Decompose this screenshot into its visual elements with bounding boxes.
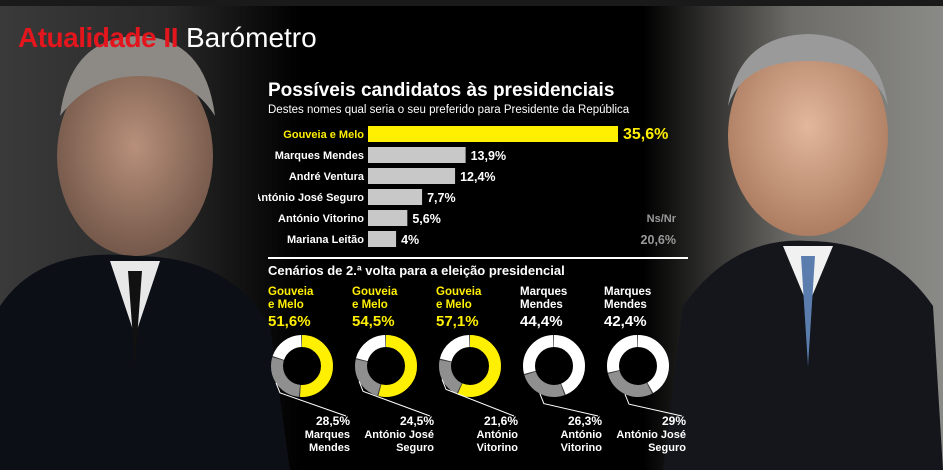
section-label: Barómetro: [185, 22, 317, 53]
donut-loser-slice: [439, 335, 501, 397]
donut-loser-slice: [607, 335, 669, 397]
donut-other-slice: [439, 335, 501, 397]
winner-name: Marques Mendes: [604, 286, 652, 311]
leader-line: [441, 379, 515, 417]
donut-hole: [367, 347, 405, 385]
bar-category-label: António José Seguro: [258, 192, 364, 204]
nsnr-value: 20,6%: [641, 233, 676, 247]
photo-left: [0, 6, 300, 470]
loser-name: António José Seguro: [364, 429, 434, 454]
bar: [368, 189, 423, 205]
scenario-card: Gouveia e Melo 54,5% 24,5% António José Segur…: [352, 286, 434, 470]
winner-percent: 57,1%: [436, 313, 479, 330]
leader-line: [539, 393, 599, 417]
donut-chart: [607, 335, 683, 417]
leader-line: [358, 381, 431, 417]
loser-percent: 24,5%: [399, 414, 434, 428]
chart-subtitle: Destes nomes qual seria o seu preferido …: [268, 104, 630, 116]
bar: [368, 126, 618, 142]
donut-other-slice: [607, 335, 669, 397]
scenario-card: Gouveia e Melo 57,1% 21,6% António Vitorino: [436, 286, 518, 470]
donut-chart: [523, 335, 599, 417]
donut-loser-slice: [523, 335, 585, 397]
scenario-card: Gouveia e Melo 51,6% 28,5% Marques Mendes: [268, 286, 350, 470]
bar-category-label: Marques Mendes: [275, 150, 364, 162]
bar: [368, 168, 456, 184]
bar: [368, 231, 397, 247]
donut-other-slice: [271, 335, 333, 397]
nsnr-label: Ns/Nr: [647, 213, 677, 225]
winner-percent: 54,5%: [352, 313, 395, 330]
loser-percent: 21,6%: [483, 414, 518, 428]
bar-value-label: 35,6%: [623, 126, 668, 143]
winner-name: Marques Mendes: [520, 286, 568, 311]
scenario-card: Marques Mendes 44,4% 26,3% António Vitorino: [520, 286, 602, 470]
donut-other-slice: [355, 335, 417, 397]
donut-loser-slice: [355, 335, 417, 397]
bar-category-label: Gouveia e Melo: [283, 129, 364, 141]
kicker-label: Atualidade II: [18, 22, 178, 53]
loser-percent: 29%: [661, 414, 686, 428]
winner-percent: 44,4%: [520, 313, 563, 330]
bar-category-label: André Ventura: [289, 171, 365, 183]
bar-value-label: 13,9%: [471, 149, 506, 163]
donut-hole: [451, 347, 489, 385]
donut-hole: [619, 347, 657, 385]
loser-name: Marques Mendes: [304, 429, 350, 454]
chart-title: Possíveis candidatos às presidenciais: [268, 80, 615, 101]
winner-name: Gouveia e Melo: [268, 286, 314, 311]
winner-name: Gouveia e Melo: [436, 286, 482, 311]
scenarios-title: Cenários de 2.ª volta para a eleição pre…: [268, 263, 565, 278]
donut-other-slice: [523, 335, 585, 397]
divider: [268, 257, 688, 259]
loser-name: António Vitorino: [560, 429, 602, 454]
bar-category-label: Mariana Leitão: [287, 234, 364, 246]
scenario-card: Marques Mendes 42,4% 29% António José Seguro: [604, 286, 686, 470]
bar-value-label: 4%: [401, 233, 419, 247]
donut-chart: [439, 335, 515, 417]
chart-panel: Possíveis candidatos às presidenciais De…: [258, 76, 688, 470]
bar-value-label: 5,6%: [412, 212, 441, 226]
loser-name: António Vitorino: [476, 429, 518, 454]
bar-value-label: 7,7%: [427, 191, 456, 205]
donut-loser-slice: [271, 335, 333, 397]
leader-line: [275, 382, 347, 417]
donut-chart: [355, 335, 431, 417]
header: Atualidade II Barómetro: [18, 22, 317, 54]
bar-category-label: António Vitorino: [278, 213, 364, 225]
top-bar: [0, 0, 943, 6]
photo-right: [643, 6, 943, 470]
winner-percent: 42,4%: [604, 313, 647, 330]
winner-percent: 51,6%: [268, 313, 311, 330]
loser-name: António José Seguro: [616, 429, 686, 454]
loser-percent: 26,3%: [567, 414, 602, 428]
donut-hole: [535, 347, 573, 385]
donut-chart: [271, 335, 347, 417]
winner-name: Gouveia e Melo: [352, 286, 398, 311]
bar-value-label: 12,4%: [460, 170, 495, 184]
donut-hole: [283, 347, 321, 385]
leader-line: [624, 393, 683, 417]
bar-chart: Gouveia e Melo 35,6% Marques Mendes 13,9% An…: [258, 126, 677, 247]
loser-percent: 28,5%: [315, 414, 350, 428]
bar: [368, 210, 408, 226]
bar: [368, 147, 466, 163]
